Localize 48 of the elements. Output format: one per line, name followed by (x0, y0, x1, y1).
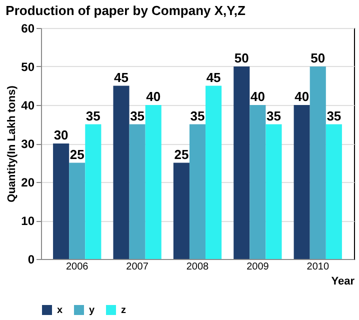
bar (206, 86, 222, 259)
y-tick-label: 10 (21, 214, 35, 228)
data-label: 40 (250, 89, 265, 104)
data-label: 35 (266, 108, 281, 124)
data-label: 35 (130, 108, 145, 124)
data-label: 40 (294, 89, 310, 104)
data-label: 45 (114, 70, 128, 85)
chart-title: Production of paper by Company X,Y,Z (6, 3, 246, 18)
x-tick-label: 2009 (246, 262, 270, 272)
y-tick-label: 40 (21, 98, 35, 112)
y-tick-label: 30 (21, 137, 35, 151)
data-label: 30 (54, 128, 68, 142)
y-tick-label: 20 (21, 176, 35, 190)
legend-label: z (121, 305, 126, 316)
bar (250, 105, 266, 259)
bar (129, 124, 146, 259)
data-label: 45 (206, 70, 221, 85)
x-tick-label: 2010 (306, 262, 330, 272)
x-axis-title: Year (331, 276, 356, 288)
data-label: 50 (310, 50, 326, 66)
y-tick-label: 0 (28, 252, 35, 266)
data-label: 25 (70, 146, 84, 162)
bar (310, 66, 326, 259)
bar (326, 124, 342, 259)
bar (189, 124, 206, 259)
bar (266, 124, 282, 259)
data-label: 35 (86, 108, 100, 124)
x-tick-label: 2008 (186, 262, 210, 272)
y-tick-label: 60 (21, 22, 35, 36)
data-label: 50 (234, 50, 249, 66)
y-tick-label: 50 (21, 60, 35, 74)
bar (234, 66, 250, 259)
bar (113, 86, 130, 259)
bar (173, 162, 190, 259)
bar (53, 144, 70, 259)
legend-label: y (89, 305, 95, 316)
bar (85, 124, 102, 259)
y-axis-title: Quantity(In Lakh tons) (6, 85, 18, 202)
data-label: 35 (190, 108, 205, 124)
legend-label: x (57, 305, 63, 316)
data-label: 35 (326, 108, 342, 124)
data-label: 40 (146, 89, 161, 104)
bar (294, 105, 310, 259)
x-tick-label: 2007 (126, 262, 149, 272)
bar (145, 105, 162, 259)
x-tick-label: 2006 (66, 262, 89, 272)
data-label: 25 (174, 146, 189, 162)
bar (69, 162, 86, 259)
